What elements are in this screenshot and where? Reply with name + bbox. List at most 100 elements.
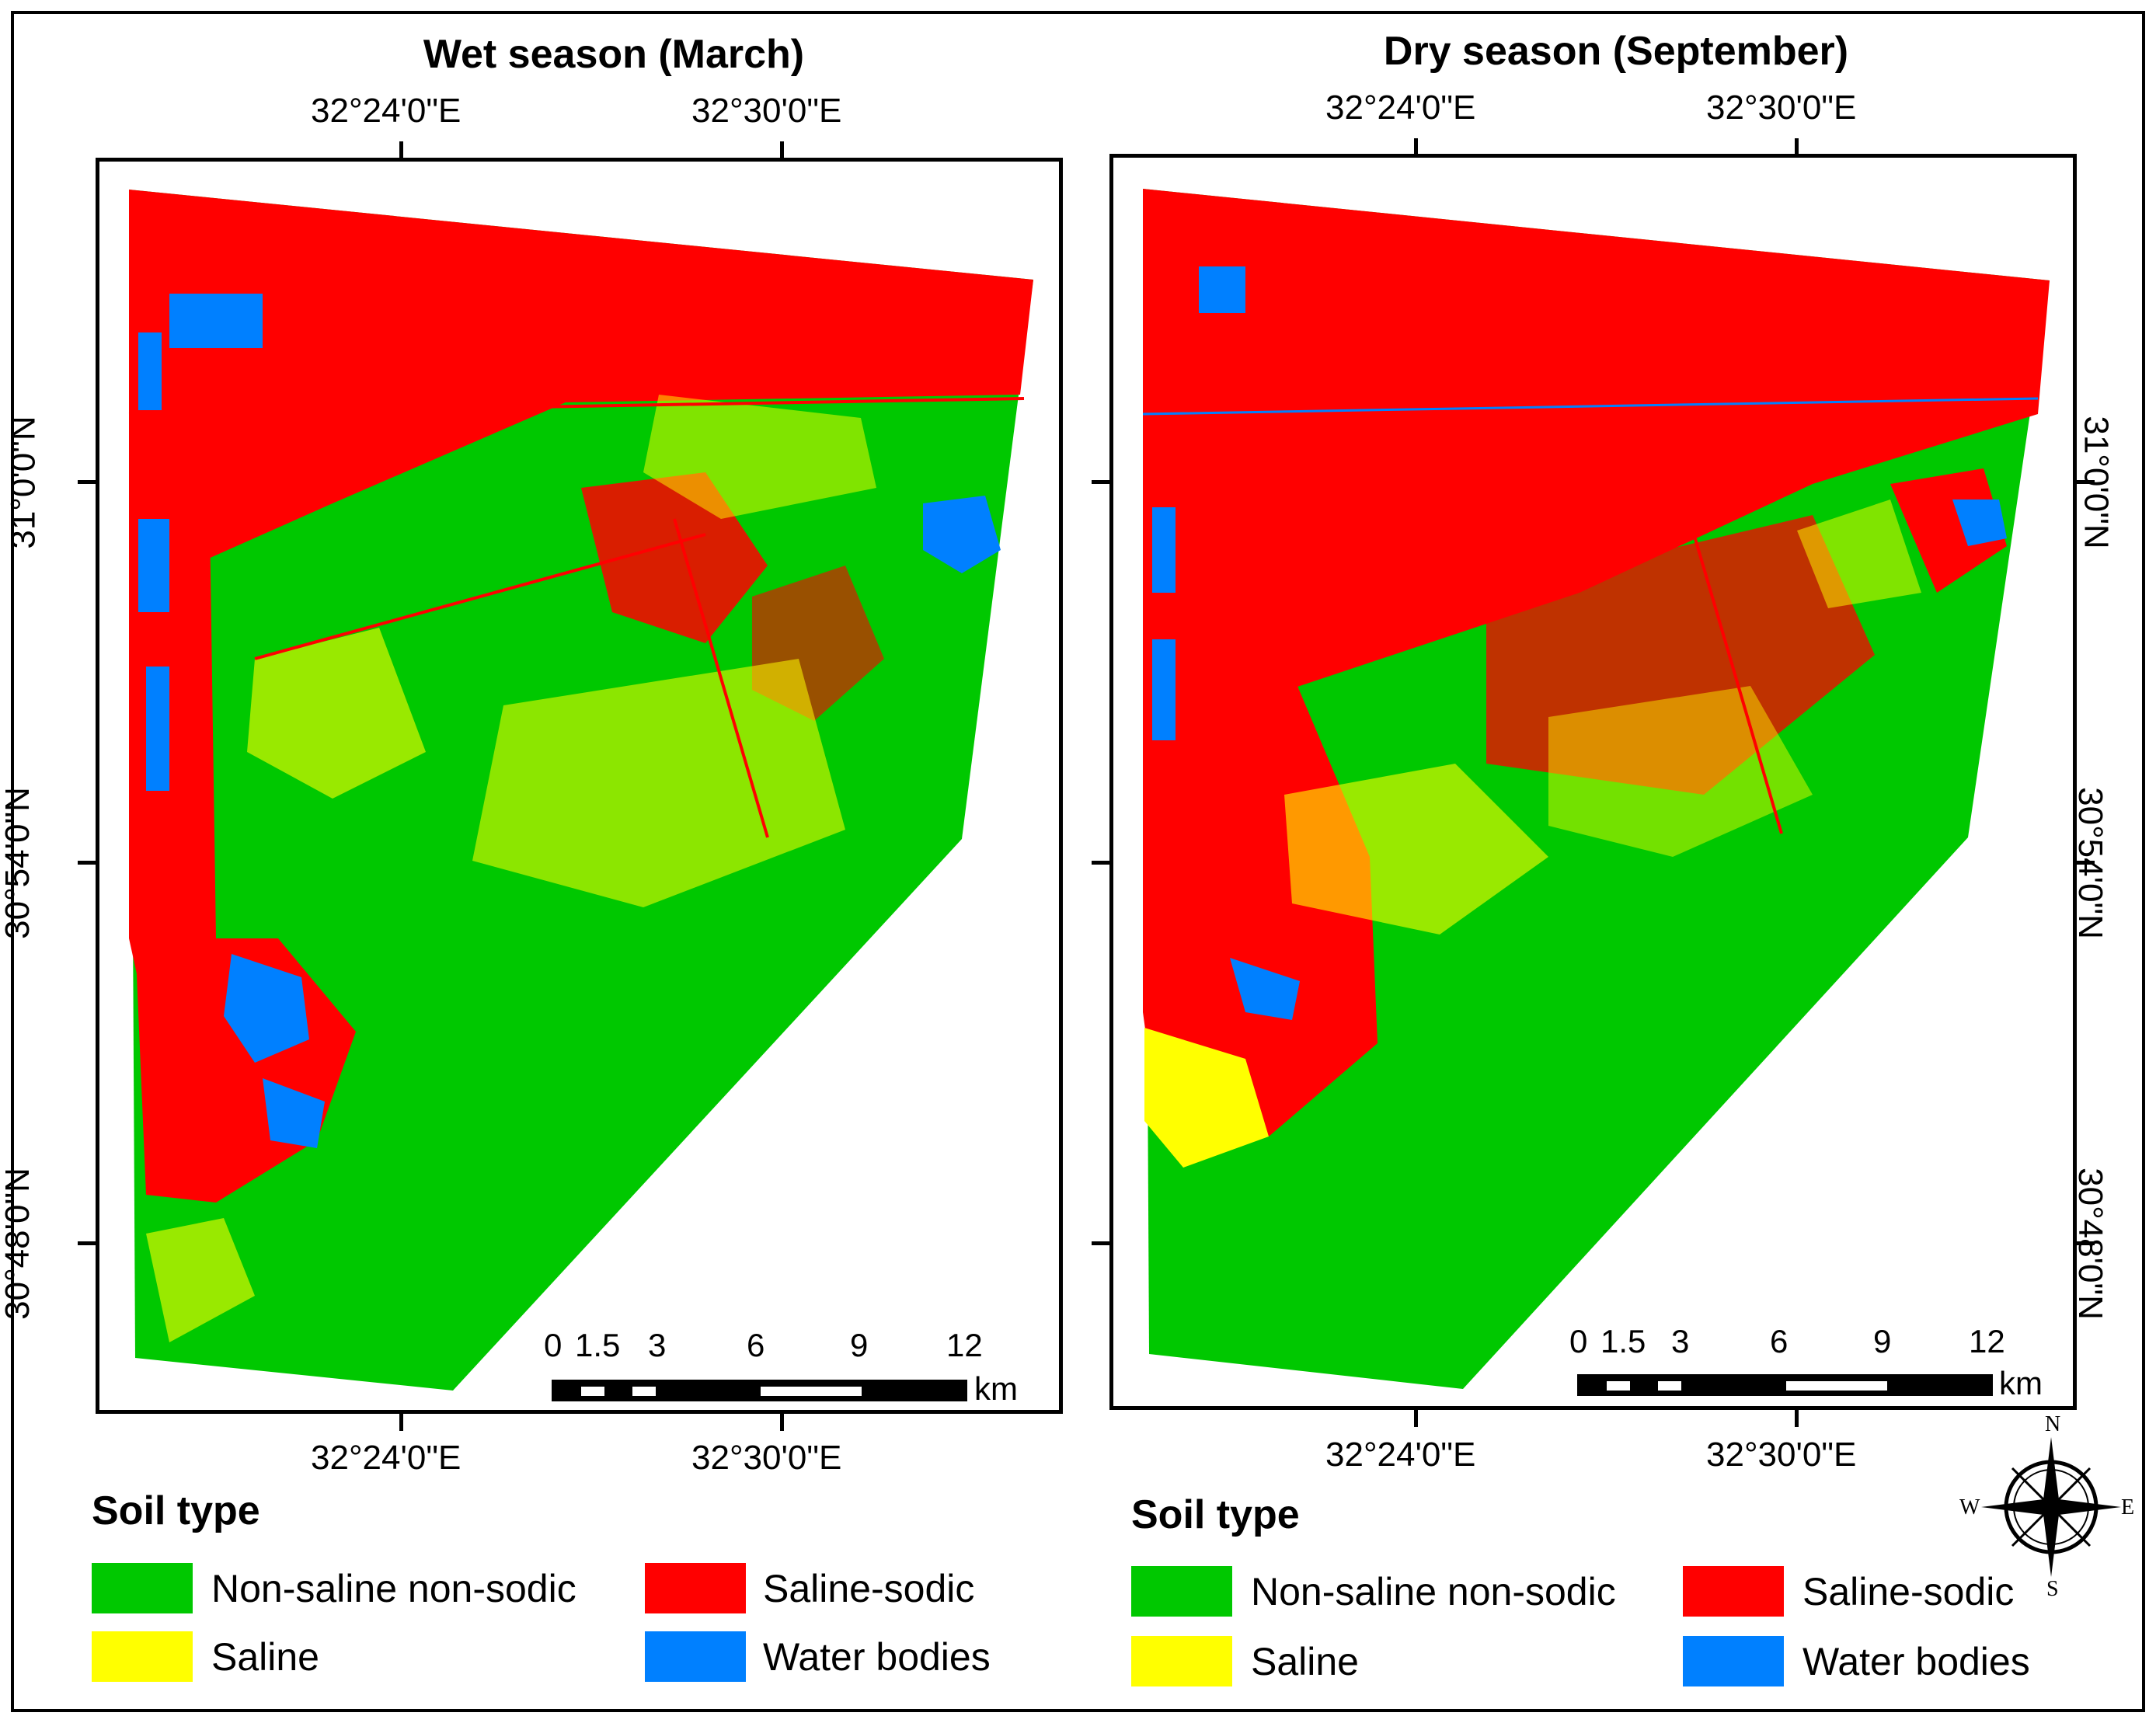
compass-e: E	[2121, 1495, 2135, 1519]
panel-title-dry: Dry season (September)	[1383, 29, 1849, 74]
dry-water-w-1	[1152, 507, 1176, 593]
wet-lon-tick-t1	[399, 141, 403, 158]
wet-scale-3: 6	[747, 1327, 765, 1363]
panel-title-wet: Wet season (March)	[423, 32, 805, 77]
wet-water-sw-lake	[224, 954, 309, 1063]
legend-swatch-saline-left	[92, 1631, 193, 1682]
legend-swatch-water-left	[645, 1631, 746, 1682]
dry-yellow-center	[1284, 764, 1548, 935]
wet-scale-4: 9	[850, 1327, 869, 1363]
bottom-tick-lon-1: 32°24'0"E	[311, 1439, 462, 1477]
legend-label-non-saline-right: Non-saline non-sodic	[1251, 1570, 1616, 1613]
dry-lat-tick-l2	[1092, 861, 1110, 865]
wet-scale-bar	[552, 1380, 967, 1401]
wet-lon-tick-t2	[780, 141, 784, 158]
dry-red-center	[1486, 515, 1875, 795]
dry-lat-tick-r2	[2076, 861, 2095, 865]
dry-lat-label-3: 30°48'0"N	[2071, 1168, 2109, 1320]
compass-n: N	[2045, 1412, 2061, 1436]
legend-title-right: Soil type	[1131, 1492, 1300, 1537]
legend-swatch-saline-right	[1131, 1636, 1232, 1686]
dry-scale-0: 0	[1569, 1323, 1588, 1359]
dry-lon-tick-b1	[1414, 1410, 1418, 1427]
dry-yellow-mid	[1548, 686, 1813, 857]
wet-road-diagonal	[254, 533, 706, 660]
dry-lon-tick-t2	[1795, 138, 1799, 155]
dry-lat-tick-r3	[2076, 1241, 2095, 1245]
dry-scale-2: 3	[1671, 1323, 1690, 1359]
top-tick-lon-1: 32°24'0"E	[311, 92, 462, 130]
wet-road-horizontal	[128, 397, 1025, 416]
wet-red-west-strip	[129, 395, 216, 1016]
bottom-tick-lon-2: 32°30'0"E	[691, 1439, 842, 1477]
wet-lon-tick-b2	[780, 1414, 784, 1431]
legend-label-non-saline-left: Non-saline non-sodic	[211, 1567, 576, 1610]
dry-red-west	[1143, 624, 1378, 1136]
compass-s: S	[2046, 1577, 2059, 1601]
bottom-tick-lon-1-dry: 32°24'0"E	[1325, 1436, 1476, 1474]
legend-swatch-water-right	[1683, 1636, 1784, 1686]
legend-label-saline-sodic-left: Saline-sodic	[763, 1567, 975, 1610]
dry-scale-bar	[1577, 1374, 1993, 1396]
wet-yellow-sw	[146, 1218, 255, 1342]
wet-season-soil-map	[128, 190, 1033, 1391]
wet-lon-tick-b1	[399, 1414, 403, 1431]
wet-scale-5: 12	[946, 1327, 983, 1363]
dry-water-sw-lake	[1230, 958, 1300, 1020]
wet-scale-unit: km	[974, 1370, 1018, 1407]
wet-lat-tick-1	[78, 480, 96, 484]
map-wet-season: 0 1.5 3 6 9 12 km	[96, 158, 1063, 1414]
map-dry-season: 0 1.5 3 6 9 12 km	[1109, 154, 2077, 1410]
dry-lon-tick-t1	[1414, 138, 1418, 155]
legend-title-left: Soil type	[92, 1488, 260, 1533]
top-tick-lon-2: 32°30'0"E	[691, 92, 842, 130]
dry-scale-1: 1.5	[1600, 1323, 1646, 1359]
legend-label-saline-right: Saline	[1251, 1640, 1359, 1683]
wet-water-nw-2	[138, 332, 162, 410]
wet-lat-label-2: 30°54'0"N	[0, 787, 37, 939]
dry-scale-5: 12	[1969, 1323, 2005, 1359]
dry-yellow-sw	[1144, 1028, 1269, 1168]
figure-frame	[11, 11, 2145, 1712]
wet-road-vertical	[673, 518, 769, 838]
dry-road-horizontal	[1142, 397, 2039, 416]
dry-lat-label-2: 30°54'0"N	[2071, 787, 2109, 939]
wet-yellow-west	[247, 628, 426, 799]
wet-water-sw-lake-2	[263, 1078, 325, 1148]
wet-scale-2: 3	[648, 1327, 667, 1363]
dry-lat-label-1: 31°0'0"N	[2077, 416, 2116, 549]
dry-yellow-east	[1797, 499, 1921, 608]
legend-label-water-left: Water bodies	[763, 1635, 991, 1679]
wet-scale-0: 0	[544, 1327, 563, 1363]
wet-lat-tick-2	[78, 861, 96, 865]
dry-water-nw-1	[1199, 266, 1245, 313]
wet-water-east	[923, 496, 1001, 573]
dry-lon-tick-b2	[1795, 1410, 1799, 1427]
top-tick-lon-1-dry: 32°24'0"E	[1325, 89, 1476, 127]
wet-water-w-1	[138, 519, 169, 612]
dry-scale-unit: km	[1999, 1365, 2043, 1401]
top-tick-lon-2-dry: 32°30'0"E	[1706, 89, 1857, 127]
dry-season-soil-map	[1142, 189, 2050, 1389]
bottom-tick-lon-2-dry: 32°30'0"E	[1706, 1436, 1857, 1474]
wet-water-nw-1	[169, 294, 263, 348]
legend-swatch-non-saline-right	[1131, 1566, 1232, 1617]
wet-water-w-2	[146, 667, 169, 791]
wet-lat-tick-3	[78, 1241, 96, 1245]
compass-w: W	[1959, 1495, 1980, 1519]
legend-swatch-saline-sodic-left	[645, 1563, 746, 1613]
dry-lat-tick-l3	[1092, 1241, 1110, 1245]
wet-scale-1: 1.5	[575, 1327, 621, 1363]
dry-red-north	[1143, 189, 2050, 748]
compass-rose-icon: N S W E	[1959, 1412, 2137, 1601]
legend-label-saline-sodic-right: Saline-sodic	[1802, 1570, 2015, 1613]
dry-water-w-2	[1152, 639, 1176, 740]
dry-lat-tick-l1	[1092, 480, 1110, 484]
legend-label-saline-left: Saline	[211, 1635, 319, 1679]
wet-lat-label-3: 30°48'0"N	[0, 1168, 37, 1320]
dry-scale-3: 6	[1770, 1323, 1789, 1359]
dry-road-vertical	[1687, 514, 1783, 834]
wet-yellow-north	[643, 395, 876, 519]
legend-swatch-non-saline-left	[92, 1563, 193, 1613]
dry-lat-tick-r1	[2076, 480, 2095, 484]
